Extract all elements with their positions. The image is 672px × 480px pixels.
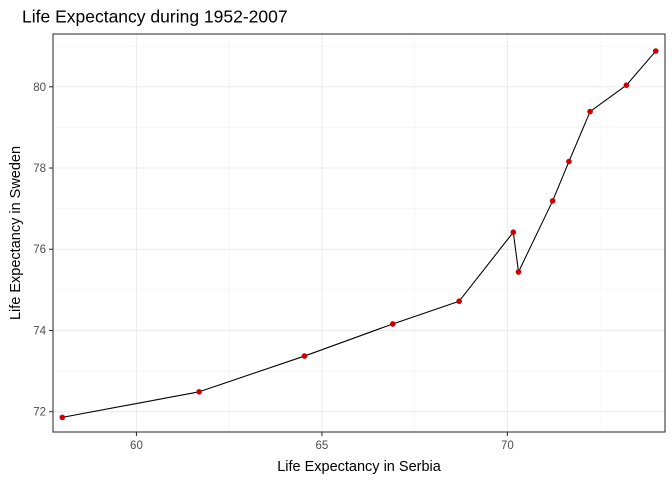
data-point: [549, 198, 556, 204]
panel-border: [52, 33, 666, 433]
major-gridlines: [53, 34, 665, 432]
y-tick-label: 80: [33, 82, 46, 94]
series-layer: [59, 48, 659, 421]
data-point: [623, 82, 630, 88]
y-tick-label: 74: [33, 325, 46, 337]
x-tick-label: 60: [130, 440, 143, 452]
data-point: [196, 388, 202, 395]
y-tick-label: 72: [33, 407, 46, 419]
minor-gridlines: [53, 34, 665, 432]
data-point: [389, 321, 396, 327]
data-point: [587, 108, 593, 115]
chart-title: Life Expectancy during 1952-2007: [22, 7, 288, 27]
x-axis-title: Life Expectancy in Serbia: [277, 459, 442, 475]
panel-background: [53, 34, 665, 432]
y-axis-title: Life Expectancy in Sweden: [8, 146, 24, 320]
y-tick-label: 78: [33, 163, 46, 175]
data-point: [301, 353, 308, 359]
y-tick-label: 76: [33, 244, 46, 256]
data-point: [510, 229, 517, 235]
series-line: [62, 50, 657, 418]
x-tick-label: 65: [316, 440, 329, 452]
data-point: [59, 414, 66, 421]
plot-panel: [52, 33, 666, 433]
data-point: [456, 298, 462, 305]
data-point: [515, 269, 522, 275]
x-axis: 60 65 70: [130, 432, 514, 452]
data-point: [652, 48, 659, 54]
data-point: [566, 158, 572, 165]
y-axis: 72 74 76 78 80: [33, 82, 53, 419]
x-tick-label: 70: [501, 440, 514, 452]
